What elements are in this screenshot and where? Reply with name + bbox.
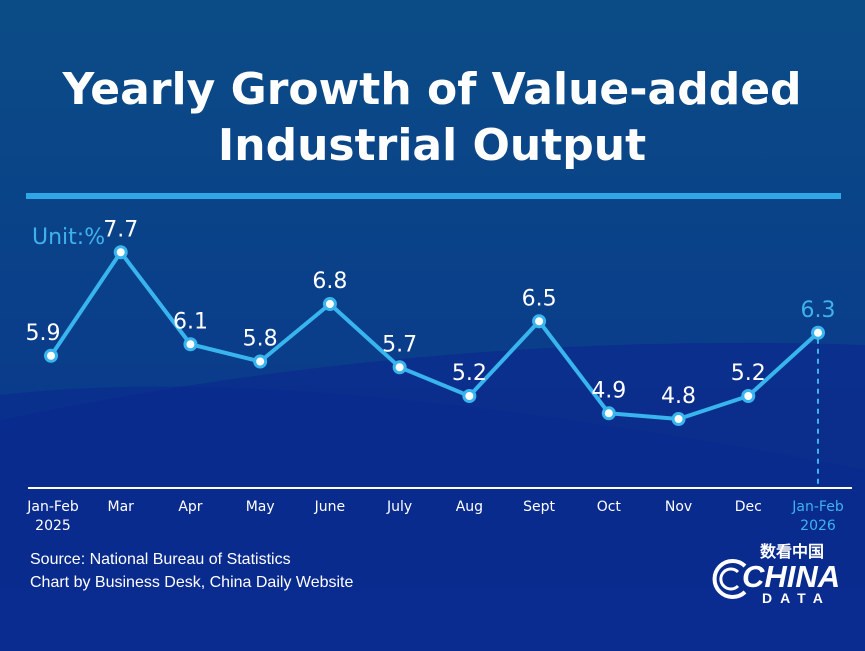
series-line (49, 250, 820, 421)
data-point (601, 406, 616, 421)
data-points (44, 245, 825, 426)
x-tick-label: Jan-Feb (791, 499, 844, 515)
title-divider (26, 193, 841, 199)
background-swoosh-2 (0, 386, 865, 651)
unit-label: Unit:% (32, 225, 105, 250)
data-label: 6.1 (173, 309, 208, 334)
x-tick-label: Nov (665, 499, 692, 515)
x-tick-label: Apr (178, 499, 202, 515)
title-line-1: Yearly Growth of Value-added (61, 64, 801, 115)
x-tick-label: Oct (597, 499, 622, 515)
logo-arc-icon (712, 559, 747, 599)
data-label: 5.2 (731, 361, 766, 386)
data-label: 4.8 (661, 384, 696, 409)
x-tick-label: Jan-Feb (26, 499, 79, 515)
x-tick-label: May (246, 499, 275, 515)
data-point (741, 389, 756, 403)
x-tick-labels: Jan-Feb 2025 Mar Apr May June July Aug Sept Oct No… (26, 499, 844, 534)
data-labels: 5.9 7.7 6.1 5.8 6.8 5.7 5.2 6.5 4.9 4.8 5.2 6.3 (26, 217, 836, 409)
data-point (811, 325, 825, 340)
title-line-2: Industrial Output (218, 120, 646, 171)
data-point (253, 354, 268, 369)
data-label: 4.9 (591, 378, 626, 403)
x-tick-label: June (314, 499, 346, 515)
data-label: 5.9 (26, 321, 61, 346)
x-tick-label: 2025 (35, 518, 71, 534)
data-point (392, 360, 407, 375)
logo-main-text: CHINA (742, 559, 840, 594)
data-point (183, 337, 198, 352)
logo-sub-text: DATA (762, 590, 831, 606)
logo-arc-inner-icon (719, 567, 740, 591)
source-text: Source: National Bureau of Statistics (30, 551, 291, 568)
data-label: 7.7 (103, 217, 138, 242)
logo-cn-text: 数看中国 (760, 542, 824, 561)
data-point (113, 245, 128, 260)
data-point (44, 348, 58, 363)
data-point (532, 314, 547, 329)
x-tick-label: July (386, 499, 412, 515)
data-point (462, 389, 477, 403)
data-label: 6.8 (312, 269, 347, 294)
x-tick-label: Sept (523, 499, 555, 515)
data-label: 6.3 (801, 298, 836, 323)
data-label: 6.5 (522, 286, 557, 311)
data-point (671, 412, 686, 426)
x-tick-label: Mar (108, 499, 135, 515)
china-data-logo: 数看中国 CHINA DATA (712, 542, 840, 606)
x-tick-label: 2026 (800, 518, 836, 534)
data-label: 5.8 (243, 327, 278, 352)
credit-text: Chart by Business Desk, China Daily Webs… (30, 574, 353, 591)
data-label: 5.2 (452, 361, 487, 386)
x-tick-label: Dec (735, 499, 762, 515)
x-tick-label: Aug (456, 499, 483, 515)
data-point (322, 297, 337, 311)
data-label: 5.7 (382, 332, 417, 357)
